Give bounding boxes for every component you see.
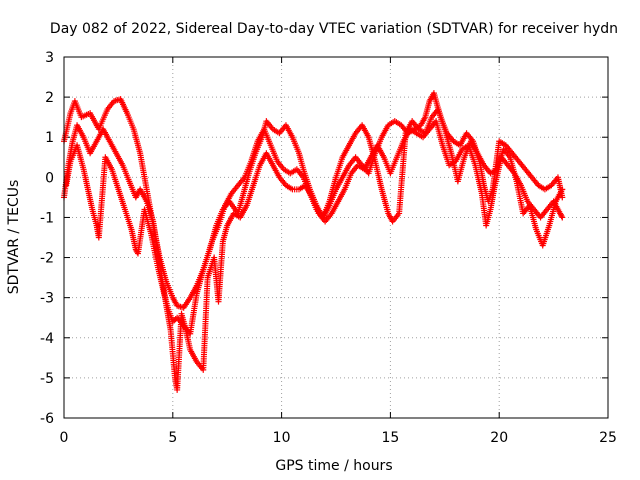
x-tick-label: 0 <box>60 430 69 446</box>
data-point <box>559 186 566 193</box>
tick-labels: 0 5 10 15 20 25 -6 -5 -4 -3 -2 -1 0 1 2 3 <box>40 50 617 446</box>
chart-title: Day 082 of 2022, Sidereal Day-to-day VTE… <box>50 21 618 37</box>
series-track-2 <box>61 118 566 393</box>
x-axis-title: GPS time / hours <box>275 458 392 474</box>
plot-area <box>61 90 566 393</box>
x-tick-label: 20 <box>490 430 508 446</box>
data-point <box>559 214 566 221</box>
y-tick-label: 2 <box>45 90 54 106</box>
series-track-3 <box>63 106 566 337</box>
y-tick-label: -4 <box>40 331 54 347</box>
plot-frame <box>63 56 609 419</box>
x-tick-label: 10 <box>273 430 291 446</box>
y-tick-label: 0 <box>45 170 54 186</box>
x-tick-label: 25 <box>599 430 617 446</box>
x-tick-label: 5 <box>168 430 177 446</box>
y-tick-label: -2 <box>40 251 54 267</box>
y-tick-label: 1 <box>45 130 54 146</box>
x-tick-label: 15 <box>381 430 399 446</box>
y-tick-label: -1 <box>40 210 54 226</box>
y-tick-label: -3 <box>40 291 54 307</box>
y-tick-label: -6 <box>40 411 54 427</box>
y-tick-label: 3 <box>45 50 54 66</box>
data-point <box>134 249 141 256</box>
y-tick-label: -5 <box>40 371 54 387</box>
data-point <box>558 213 565 220</box>
y-axis-title: SDTVAR / TECUs <box>6 180 22 295</box>
